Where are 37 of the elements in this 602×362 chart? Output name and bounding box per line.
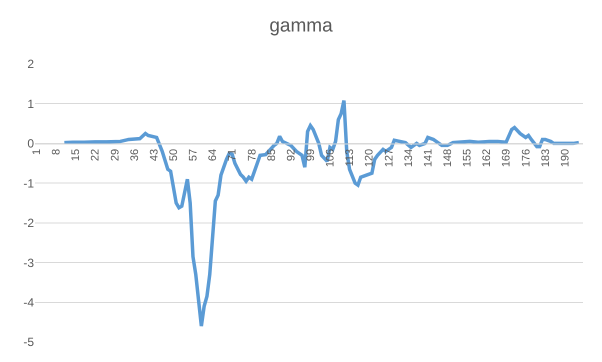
x-tick-label: 148 [442, 148, 454, 168]
x-tick-label: 113 [344, 148, 356, 166]
x-tick-label: 15 [70, 148, 82, 162]
y-tick-label: -3 [23, 256, 34, 270]
x-tick-label: 71 [226, 148, 239, 162]
y-tick-label: -4 [23, 295, 34, 310]
x-tick-label: 190 [559, 148, 572, 168]
x-tick-label: 176 [520, 148, 532, 168]
y-tick-label: 2 [27, 57, 34, 72]
x-tick-label: 8 [50, 148, 63, 155]
y-tick-label: -5 [23, 335, 34, 350]
x-tick-label: 141 [422, 148, 434, 168]
x-tick-label: 36 [128, 148, 141, 162]
x-tick-label: 29 [109, 148, 122, 162]
chart-title: gamma [269, 15, 334, 36]
x-tick-label: 162 [481, 148, 494, 168]
x-tick-label: 64 [207, 148, 220, 162]
x-tick-label: 92 [285, 148, 298, 162]
x-tick-label: 134 [402, 148, 415, 168]
x-tick-label: 57 [188, 148, 200, 162]
x-tick-label: 120 [364, 148, 376, 168]
x-tick-label: 155 [462, 148, 474, 168]
x-tick-label: 183 [540, 148, 552, 168]
x-tick-label: 169 [500, 148, 513, 168]
line-series [62, 98, 581, 328]
x-tick-label: 22 [90, 148, 102, 162]
x-tick-label: 127 [383, 148, 396, 168]
x-tick-label: 106 [324, 148, 337, 168]
x-tick-label: 43 [148, 148, 160, 162]
x-tick-label: 99 [304, 148, 317, 162]
y-tick-label: -1 [23, 176, 34, 190]
y-tick-label: 0 [27, 136, 34, 151]
x-tick-label: 50 [168, 148, 180, 162]
y-tick-label: -2 [23, 216, 34, 230]
x-tick-label: 85 [266, 148, 278, 162]
x-tick-label: 78 [246, 148, 258, 162]
y-tick-label: 1 [27, 96, 34, 111]
